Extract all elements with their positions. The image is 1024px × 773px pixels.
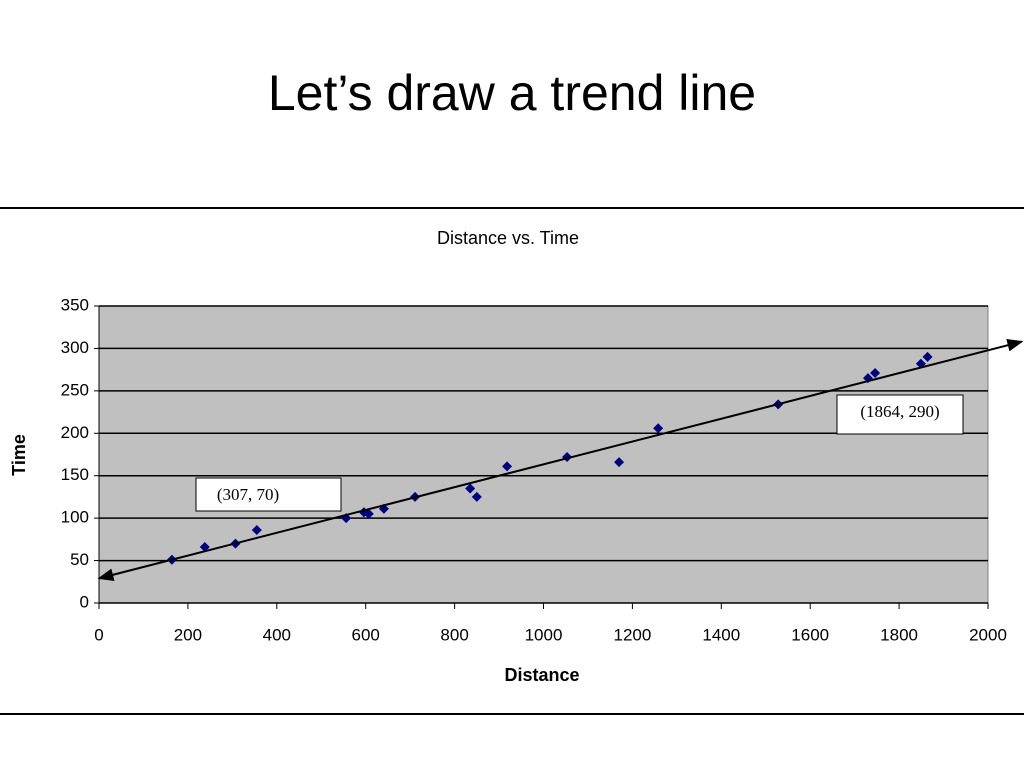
y-tick-label: 250	[61, 380, 89, 399]
slide-title: Let’s draw a trend line	[268, 65, 756, 121]
x-axis-label: Distance	[504, 665, 579, 685]
x-tick-label: 1400	[702, 625, 740, 644]
annotation-box	[836, 394, 964, 435]
x-tick-label: 1800	[880, 625, 918, 644]
y-tick-label: 200	[61, 423, 89, 442]
x-tick-label: 1000	[525, 625, 563, 644]
y-tick-label: 50	[70, 550, 89, 569]
x-tick-label: 600	[352, 625, 380, 644]
annotation-box	[195, 477, 342, 512]
x-tick-label: 2000	[969, 625, 1007, 644]
y-tick-label: 100	[61, 508, 89, 527]
chart-title: Distance vs. Time	[437, 228, 579, 248]
x-tick-label: 1200	[613, 625, 651, 644]
y-tick-label: 350	[61, 295, 89, 314]
x-tick-label: 0	[94, 625, 103, 644]
x-tick-label: 800	[440, 625, 468, 644]
trend-line	[97, 339, 1024, 582]
y-tick-label: 0	[80, 592, 89, 611]
x-tick-label: 400	[263, 625, 291, 644]
plot-area	[98, 305, 989, 604]
annotation: (1864, 290)	[860, 402, 939, 421]
annotation: (307, 70)	[217, 485, 279, 504]
y-axis-label: Time	[9, 434, 29, 476]
x-tick-label: 200	[174, 625, 202, 644]
y-tick-label: 150	[61, 465, 89, 484]
x-tick-label: 1600	[791, 625, 829, 644]
y-tick-label: 300	[61, 338, 89, 357]
marks	[97, 339, 1024, 582]
